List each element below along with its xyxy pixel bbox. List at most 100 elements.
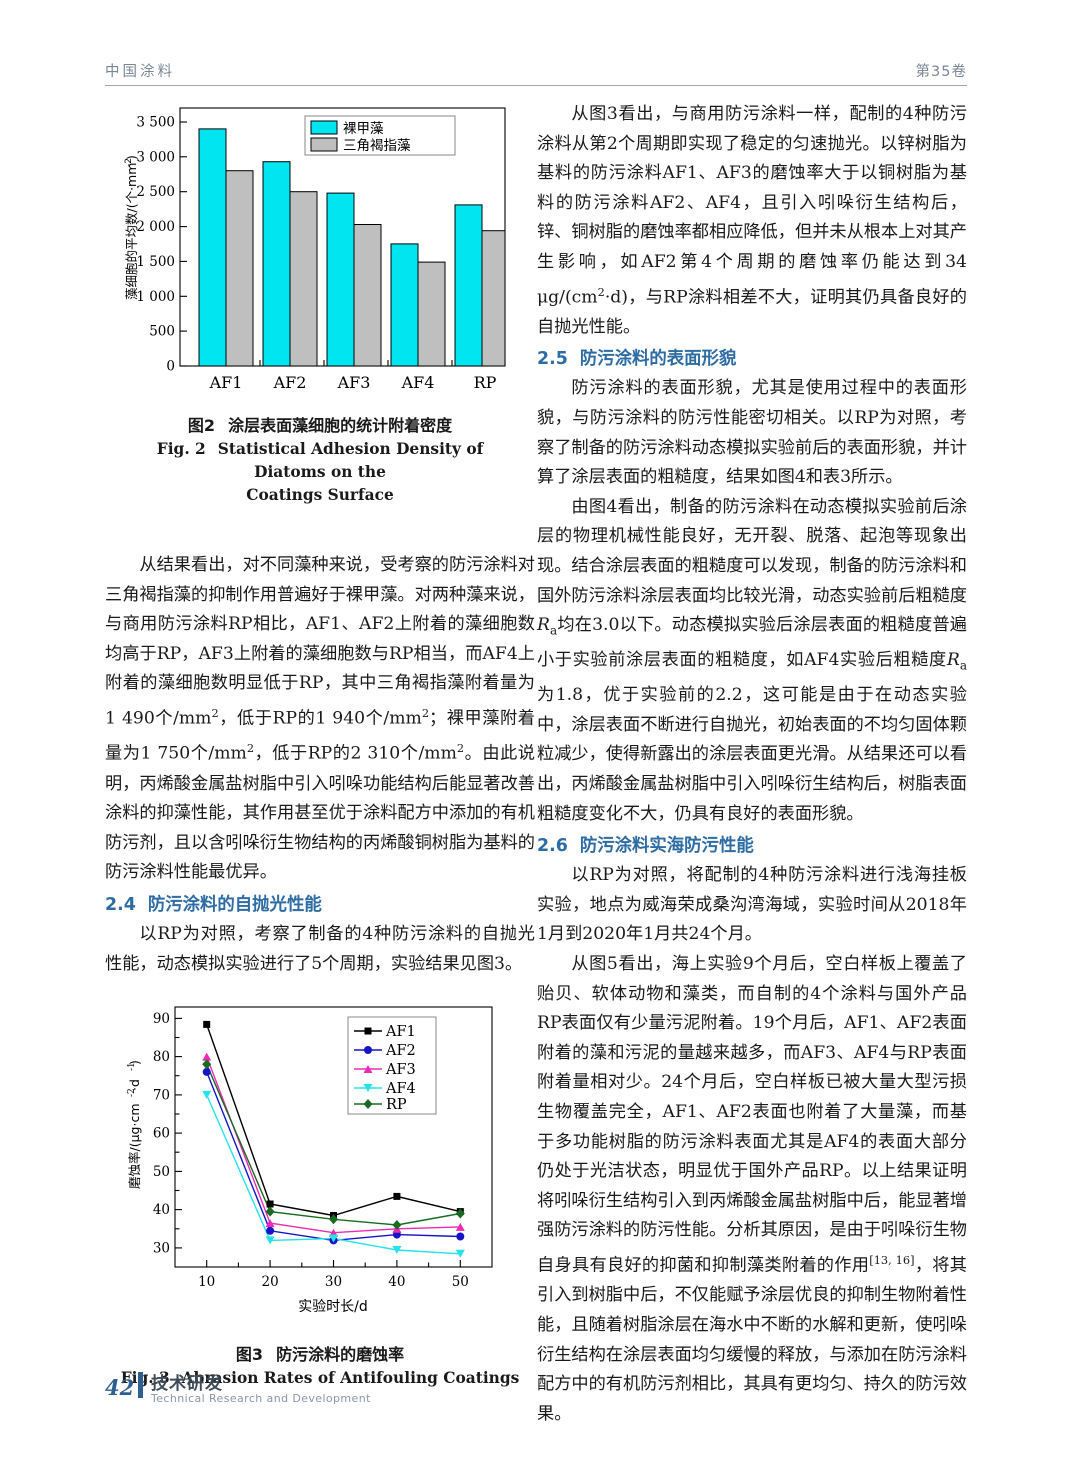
svg-text:30: 30 <box>153 1241 170 1257</box>
figure-3-ylabel-sup2: -1 <box>127 1062 137 1071</box>
right-paragraph-4: 以RP为对照，将配制的4种防污涂料进行浅海挂板实验，地点为威海荣成桑沟湾海域，实… <box>537 865 967 945</box>
svg-text:80: 80 <box>153 1049 170 1065</box>
markers-rp <box>202 1059 465 1231</box>
x-axis-tick-labels: 10 20 30 40 50 <box>198 1274 469 1290</box>
svg-text:AF1: AF1 <box>385 1024 416 1040</box>
journal-name: 中国涂料 <box>105 64 175 80</box>
figure-3-line-chart: 30 40 50 60 70 80 90 磨蚀率/(μg·cm -2 ·d -1… <box>127 1006 493 1315</box>
lp1-c: ；裸甲藻附着量为1 750个/mm <box>105 708 535 765</box>
figure-2-title-en-1: Statistical Adhesion Density of Diatoms … <box>217 440 484 481</box>
right-column: 从图3看出，与商用防污涂料一样，配制的4种防污涂料从第2个周期即实现了稳定的匀速… <box>537 100 967 1429</box>
x-axis-ticks <box>206 1260 461 1268</box>
y-axis-tick-labels: 30 40 50 60 70 80 90 <box>153 1011 170 1257</box>
rp3-ra-2: R <box>946 650 960 671</box>
section-2-6-number: 2.6 <box>537 836 568 857</box>
section-2-4-number: 2.4 <box>105 895 136 915</box>
left-column: 0 500 1 000 1 500 2 000 2 500 3 000 3 50… <box>105 100 535 1390</box>
svg-text:AF3: AF3 <box>385 1062 416 1078</box>
svg-text:AF1: AF1 <box>209 373 243 392</box>
lp1-e: 。由此说明，丙烯酸金属盐树脂中引入吲哚功能结构后能显著改善涂料的抑藻性能，其作用… <box>105 744 535 883</box>
svg-text:3 000: 3 000 <box>136 149 175 165</box>
x-axis-tick-labels: AF1 AF2 AF3 AF4 RP <box>209 373 497 392</box>
section-heading-2-6: 2.6 防污涂料实海防污性能 <box>537 831 967 861</box>
section-2-6-title: 防污涂料实海防污性能 <box>579 836 754 857</box>
svg-text:裸甲藻: 裸甲藻 <box>343 121 384 137</box>
page-number: 42 <box>105 1375 135 1400</box>
footer-section-cn: 技术研发 <box>151 1374 223 1394</box>
figure-3-label-en: Fig. 3 <box>120 1369 170 1388</box>
figure-2-ylabel-sup: -2 <box>124 158 134 167</box>
lp1-sup3: 2 <box>246 741 255 756</box>
figure-2-caption: 图2 涂层表面藻细胞的统计附着密度 Fig. 2 Statistical Adhes… <box>120 413 520 507</box>
lp1-b: ，低于RP的1 940个/mm <box>218 708 422 729</box>
svg-text:AF3: AF3 <box>337 373 371 392</box>
y-axis-ticks <box>180 121 187 367</box>
right-paragraph-2: 防污涂料的表面形貌，尤其是使用过程中的表面形貌，与防污涂料的防污性能密切相关。以… <box>537 378 967 488</box>
section-2-5-number: 2.5 <box>537 349 568 370</box>
svg-text:RP: RP <box>386 1097 407 1113</box>
svg-text:50: 50 <box>452 1274 469 1290</box>
svg-text:30: 30 <box>325 1274 342 1290</box>
svg-text:AF2: AF2 <box>385 1043 416 1059</box>
figure-3-caption: 图3 防污涂料的磨蚀率 Fig. 3 Abrasion Rates of Antif… <box>120 1342 520 1390</box>
svg-text:AF4: AF4 <box>401 373 435 392</box>
rp3-c: 为1.8，优于实验前的2.2，这可能是由于在动态实验中，涂层表面不断进行自抛光，… <box>537 685 967 824</box>
svg-text:1 500: 1 500 <box>136 254 175 270</box>
svg-text:3 500: 3 500 <box>136 115 175 131</box>
rp3-a: 由图4看出，制备的防污涂料在动态模拟实验前后涂层的物理机械性能良好，无开裂、脱落… <box>537 496 967 606</box>
figure-3-title-cn: 防污涂料的磨蚀率 <box>276 1345 405 1365</box>
figure-3-title-en: Abrasion Rates of Antifouling Coatings <box>181 1369 520 1388</box>
rp1-sup: 2 <box>597 284 605 299</box>
x-axis-ticks <box>259 360 453 366</box>
rp3-ra-1-sub: a <box>549 623 558 638</box>
svg-text:40: 40 <box>153 1202 170 1218</box>
left-paragraph-2: 以RP为对照，考察了制备的4种防污涂料的自抛光性能，动态模拟实验进行了5个周期，… <box>105 924 535 974</box>
section-2-4-title: 防污涂料的自抛光性能 <box>147 895 322 915</box>
rp1-a: 从图3看出，与商用防污涂料一样，配制的4种防污涂料从第2个周期即实现了稳定的匀速… <box>537 104 967 308</box>
figure-2-ylabel-tail: ) <box>124 155 139 160</box>
figure-2: 0 500 1 000 1 500 2 000 2 500 3 000 3 50… <box>120 100 520 507</box>
svg-text:50: 50 <box>153 1164 170 1180</box>
svg-text:2 500: 2 500 <box>136 184 175 200</box>
lp1-a: 从结果看出，对不同藻种来说，受考察的防污涂料对三角褐指藻的抑制作用普遍好于裸甲藻… <box>105 555 535 729</box>
section-2-5-title: 防污涂料的表面形貌 <box>579 349 737 370</box>
figure-3: 30 40 50 60 70 80 90 磨蚀率/(μg·cm -2 ·d -1… <box>120 999 520 1390</box>
page-footer: 42 技术研发 Technical Research and Developme… <box>105 1369 505 1413</box>
rp3-b: 均在3.0以下。动态模拟实验后涂层表面的粗糙度普遍小于实验前涂层表面的粗糙度，如… <box>537 615 967 671</box>
rp3-ra-1: R <box>537 615 550 636</box>
svg-text:1 000: 1 000 <box>136 289 175 305</box>
figure-3-ylabel-tail: ) <box>127 1060 142 1065</box>
svg-text:60: 60 <box>153 1126 170 1142</box>
figure-2-label-cn: 图2 <box>187 416 216 435</box>
header-divider <box>105 85 967 86</box>
figure-3-xlabel: 实验时长/d <box>298 1299 368 1315</box>
bars-series-sanjiaohezhizao <box>225 170 506 367</box>
rp5-citation: [13, 16] <box>869 1252 915 1267</box>
rp3-ra-2-sub: a <box>959 658 967 673</box>
lp1-sup2: 2 <box>421 705 430 720</box>
markers-af4 <box>202 1091 465 1258</box>
y-axis-ticks <box>175 1018 182 1249</box>
figure-3-ylabel-mid: ·d <box>127 1079 142 1091</box>
rp5-b: ，将其引入到树脂中后，不仅能赋予涂层优良的抑制生物附着性能，且随着树脂涂层在海水… <box>537 1255 967 1424</box>
y-axis-tick-labels: 0 500 1 000 1 500 2 000 2 500 3 000 3 50… <box>136 115 175 375</box>
right-paragraph-3: 由图4看出，制备的防污涂料在动态模拟实验前后涂层的物理机械性能良好，无开裂、脱落… <box>537 493 967 829</box>
svg-text:40: 40 <box>388 1274 405 1290</box>
rp1-b: ·d)，与RP涂料相差不大，证明其仍具备良好的自抛光性能。 <box>537 287 967 337</box>
figure-2-bar-chart: 0 500 1 000 1 500 2 000 2 500 3 000 3 50… <box>124 107 506 392</box>
running-head: 中国涂料 第35卷 <box>105 60 967 94</box>
svg-text:90: 90 <box>153 1011 170 1027</box>
rp5-a: 从图5看出，海上实验9个月后，空白样板上覆盖了贻贝、软体动物和藻类，而自制的4个… <box>537 954 967 1276</box>
figure-2-title-cn: 涂层表面藻细胞的统计附着密度 <box>228 416 453 435</box>
svg-text:三角褐指藻: 三角褐指藻 <box>343 138 411 154</box>
svg-text:2 000: 2 000 <box>136 219 175 235</box>
bars-series-luojiazao <box>198 128 483 367</box>
figure-2-legend: 裸甲藻 三角褐指藻 <box>304 115 456 156</box>
figure-3-legend: AF1 AF2 AF3 AF4 RP <box>347 1016 437 1115</box>
svg-text:500: 500 <box>149 324 175 340</box>
footer-section-en: Technical Research and Development <box>151 1392 371 1405</box>
section-heading-2-5: 2.5 防污涂料的表面形貌 <box>537 344 967 374</box>
volume-label: 第35卷 <box>915 64 967 80</box>
figure-3-ylabel-sup1: -2 <box>127 1088 137 1097</box>
